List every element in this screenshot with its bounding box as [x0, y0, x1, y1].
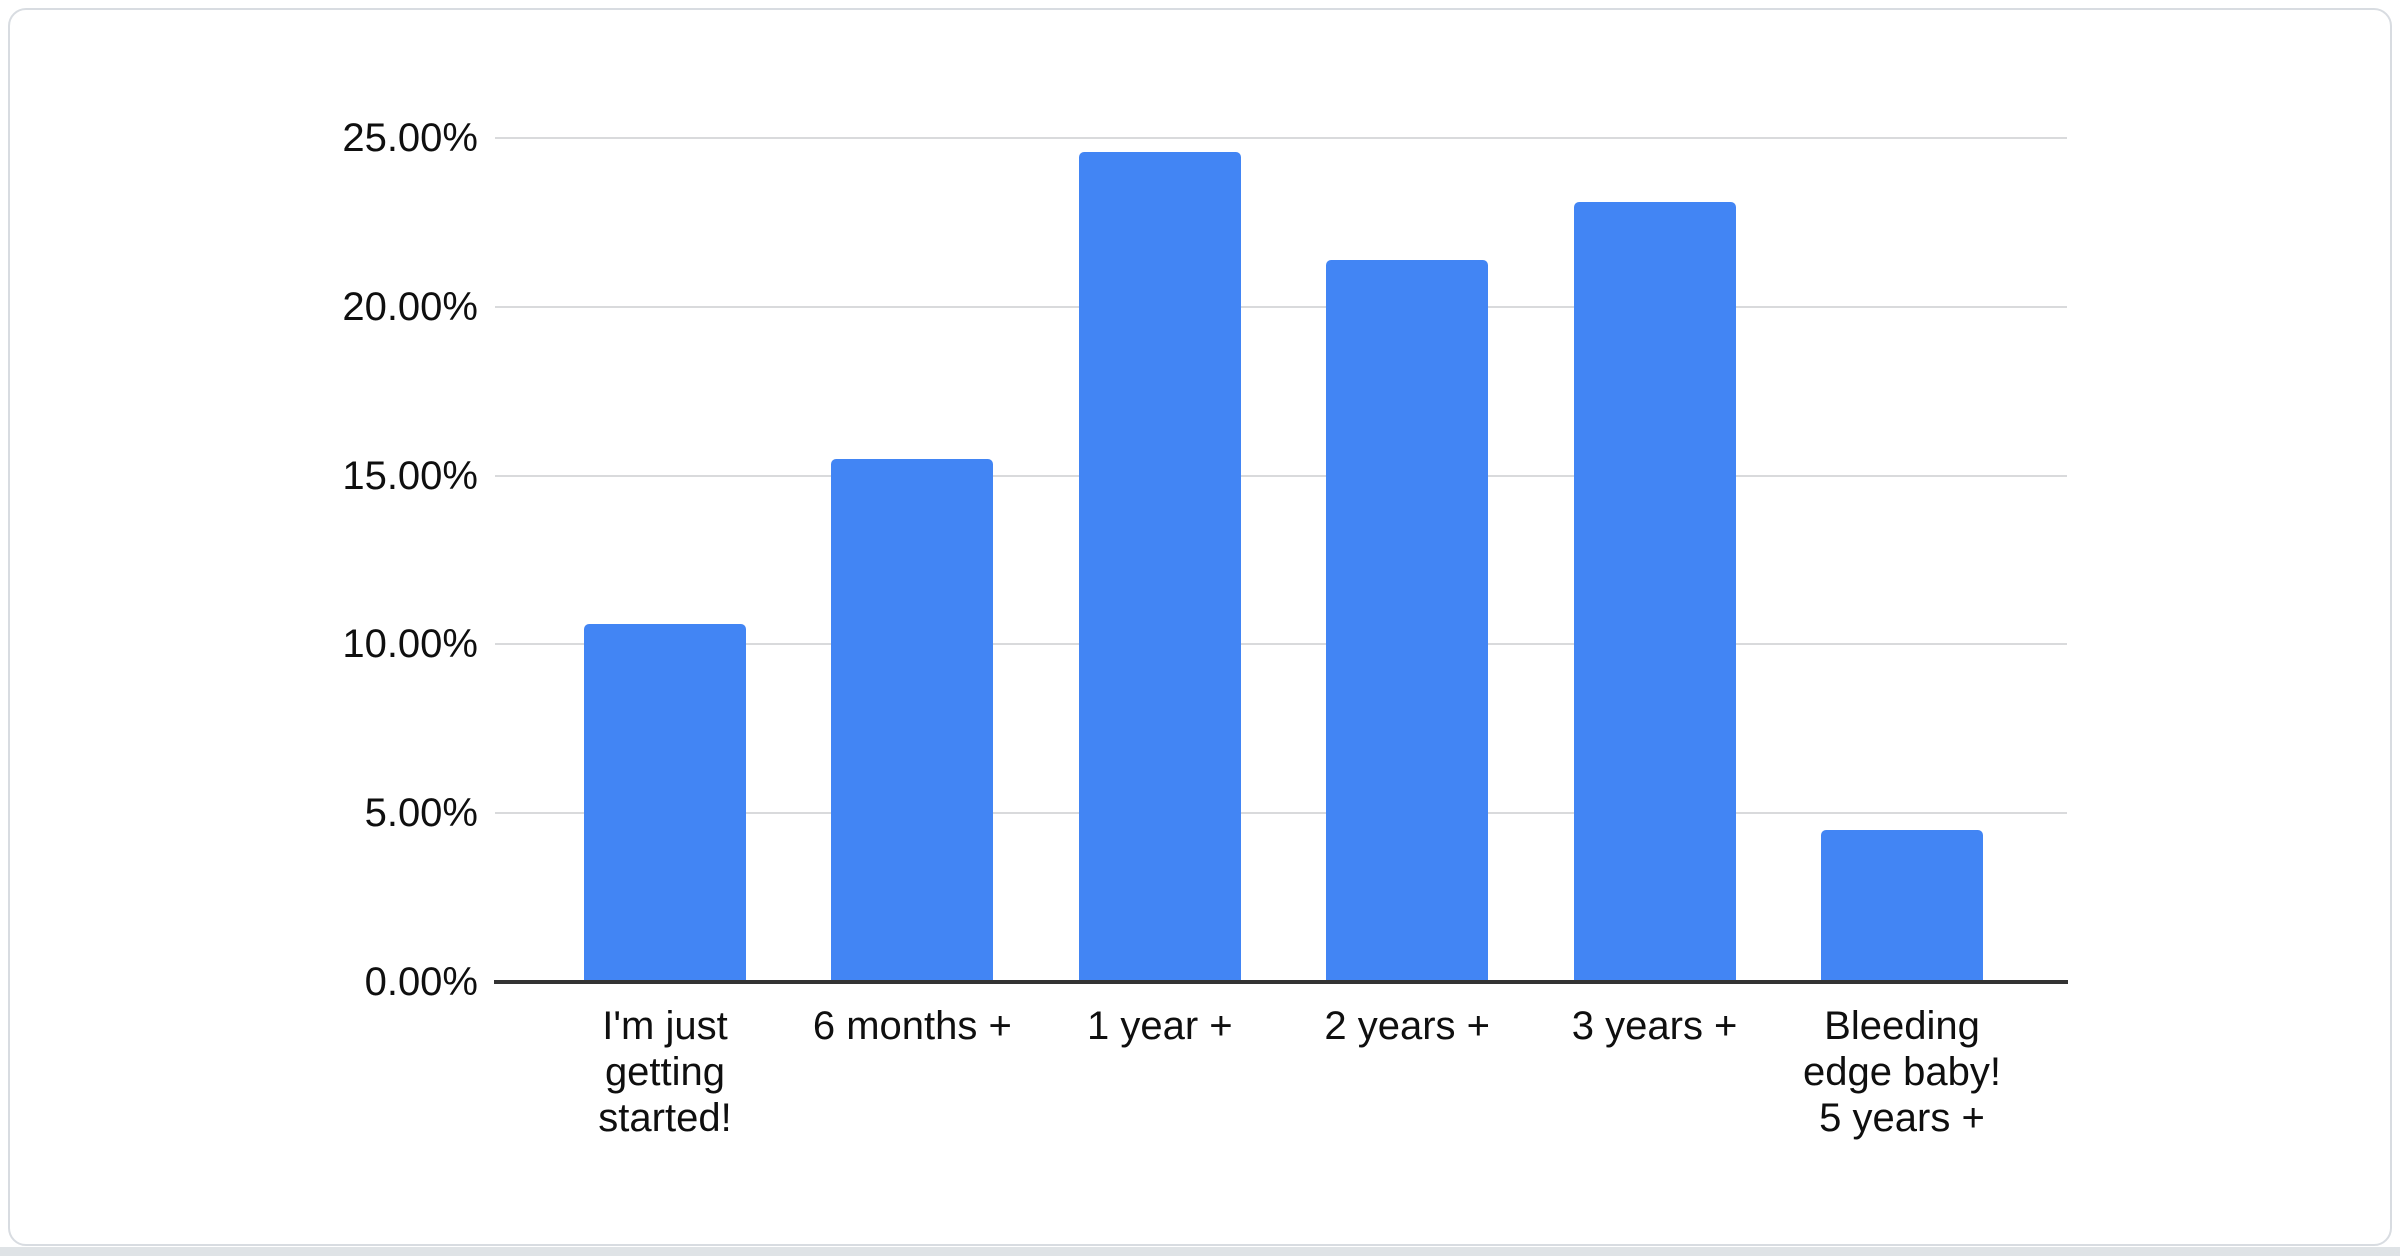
- x-axis-category-label: 3 years +: [1571, 1004, 1738, 1048]
- gridline: [495, 643, 2067, 646]
- x-axis-category-label: 2 years +: [1324, 1004, 1491, 1048]
- y-axis-tick-label: 10.00%: [342, 622, 478, 667]
- y-axis-tick-label: 5.00%: [364, 791, 478, 836]
- gridline: [495, 474, 2067, 477]
- gridline: [495, 812, 2067, 815]
- x-axis-category-label: 6 months +: [812, 1004, 1012, 1048]
- bar: [584, 624, 746, 982]
- bar: [1078, 151, 1241, 982]
- x-axis-category-label: I'm just getting started!: [598, 1004, 732, 1140]
- y-axis-tick-label: 15.00%: [342, 453, 478, 498]
- bar: [1821, 830, 1983, 982]
- y-axis-tick-label: 20.00%: [342, 284, 478, 329]
- bar: [831, 458, 994, 982]
- y-axis-tick-label: 25.00%: [342, 116, 478, 160]
- bar: [1573, 202, 1736, 982]
- y-axis-tick-label: 0.00%: [364, 960, 478, 1004]
- bar: [1326, 259, 1489, 982]
- bottom-strip: [0, 1247, 2400, 1256]
- gridline: [495, 137, 2067, 139]
- x-axis-category-label: Bleeding edge baby! 5 years +: [1803, 1004, 2001, 1140]
- gridline: [495, 305, 2067, 308]
- x-axis-category-label: 1 year +: [1086, 1004, 1233, 1048]
- x-axis-line: [494, 980, 2068, 984]
